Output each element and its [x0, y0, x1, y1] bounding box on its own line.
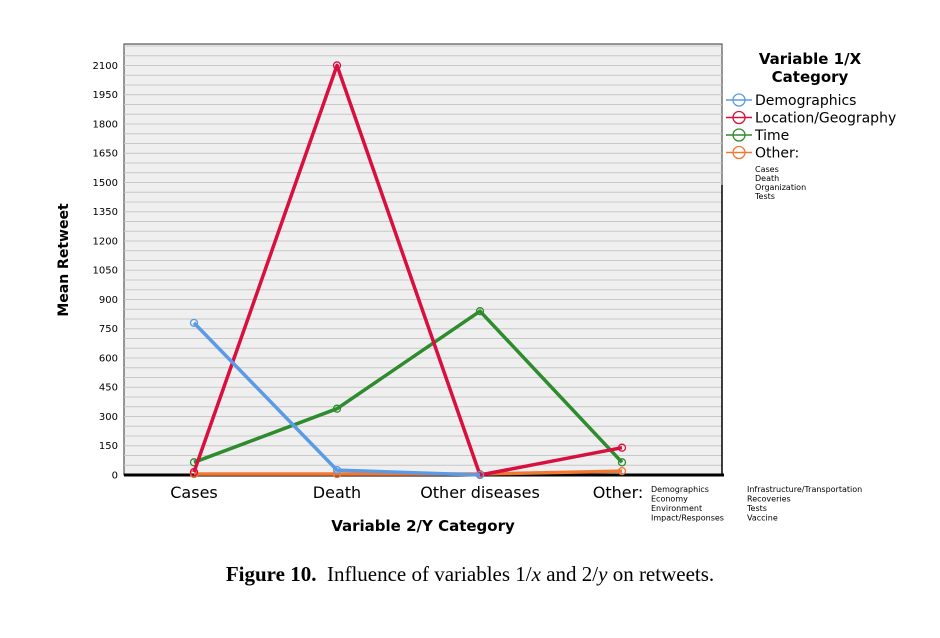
caption-y: y [598, 562, 608, 586]
y-axis-title: Mean Retweet [56, 203, 72, 317]
legend-label: Location/Geography [755, 111, 896, 127]
series-line-location-geography [192, 63, 623, 477]
data-point [332, 465, 342, 475]
legend-other-note: Organization [755, 183, 806, 192]
caption-text-mid: and 2/ [540, 562, 599, 586]
x-other-note: Impact/Responses [651, 514, 724, 523]
y-tick-label: 1350 [93, 207, 118, 218]
legend-title: Category [772, 68, 849, 86]
x-other-note: Demographics [651, 485, 709, 494]
x-other-note: Environment [651, 504, 702, 513]
legend-other-note: Cases [755, 165, 779, 174]
data-point [332, 61, 342, 70]
series-line-time [193, 309, 624, 464]
x-other-note: Tests [746, 504, 767, 513]
data-point [189, 467, 199, 477]
x-other-note: Recoveries [747, 495, 791, 504]
legend-label: Other: [755, 146, 799, 162]
y-tick-label: 1650 [93, 149, 118, 160]
legend-other-note: Death [755, 174, 779, 183]
data-point [475, 307, 485, 316]
y-tick-label: 900 [99, 295, 118, 306]
caption-text: Influence of variables 1/ [326, 562, 532, 586]
x-other-note: Infrastructure/Transportation [747, 485, 862, 494]
caption-x: x [531, 562, 541, 586]
data-point [475, 470, 485, 480]
y-tick-label: 150 [99, 441, 118, 452]
legend-label: Time [754, 128, 789, 144]
x-other-note: Economy [651, 495, 688, 504]
legend-other-note: Tests [754, 192, 775, 201]
y-tick-label: 600 [99, 353, 118, 364]
data-point [332, 404, 342, 413]
x-tick-label: Other: [593, 483, 644, 502]
x-axis-title: Variable 2/Y Category [331, 517, 515, 535]
legend-title: Variable 1/X [759, 50, 862, 68]
y-tick-label: 0 [112, 471, 118, 482]
x-other-note: Vaccine [747, 514, 778, 523]
y-tick-label: 1950 [93, 90, 118, 101]
plot-area [123, 43, 723, 476]
y-tick-label: 450 [99, 383, 118, 394]
x-tick-label: Other diseases [420, 483, 540, 502]
y-tick-label: 300 [99, 412, 118, 423]
legend-label: Demographics [755, 93, 856, 109]
y-tick-label: 1500 [93, 178, 118, 189]
data-point [617, 443, 627, 452]
y-tick-label: 1200 [93, 236, 118, 247]
x-tick-label: Cases [170, 483, 218, 502]
x-tick-label: Death [313, 483, 361, 502]
data-point [189, 318, 199, 328]
caption-label: Figure 10. [225, 562, 317, 586]
y-tick-label: 1800 [93, 119, 118, 130]
data-point [617, 466, 627, 476]
series-line-demographics [192, 321, 481, 477]
figure-caption: Figure 10. Influence of variables 1/x an… [0, 562, 940, 587]
caption-text-post: on retweets. [607, 562, 715, 586]
y-tick-label: 750 [99, 324, 118, 335]
y-tick-label: 2100 [93, 61, 118, 72]
data-point [617, 458, 627, 467]
y-tick-label: 1050 [93, 266, 118, 277]
